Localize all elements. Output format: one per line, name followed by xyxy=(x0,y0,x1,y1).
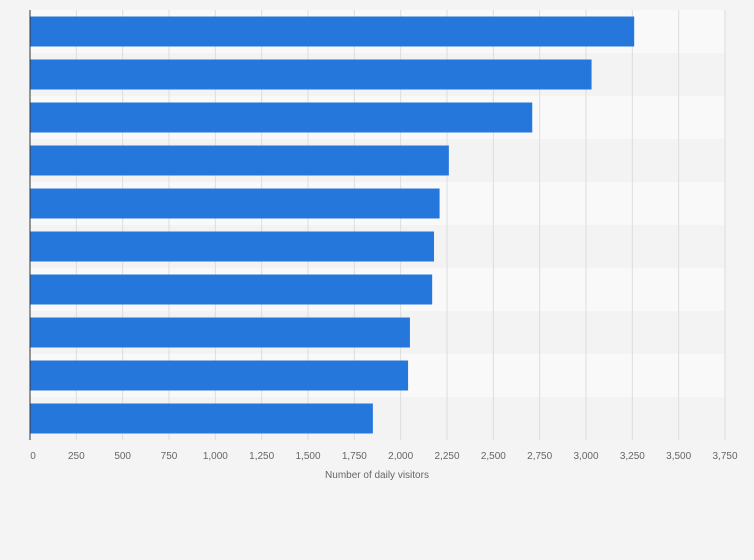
bar xyxy=(30,274,433,305)
x-tick-label: 1,250 xyxy=(249,451,274,462)
bar xyxy=(30,145,449,176)
x-tick-label: 1,500 xyxy=(295,451,320,462)
bars xyxy=(30,16,635,434)
x-tick-label: 3,500 xyxy=(666,451,691,462)
bar xyxy=(30,231,435,262)
x-tick-label: 250 xyxy=(68,451,85,462)
bar xyxy=(30,317,410,348)
x-tick-label: 750 xyxy=(161,451,178,462)
bar xyxy=(30,188,440,219)
x-axis-title: Number of daily visitors xyxy=(325,470,429,481)
x-tick-label: 1,750 xyxy=(342,451,367,462)
bar xyxy=(30,16,635,47)
x-tick-label: 2,500 xyxy=(481,451,506,462)
x-tick-label: 1,000 xyxy=(203,451,228,462)
x-tick-label: 0 xyxy=(30,451,36,462)
bar xyxy=(30,360,409,391)
bar xyxy=(30,59,592,90)
x-axis-ticks: 0 250 500 750 1,000 1,250 1,500 1,750 2,000 2,250… xyxy=(30,451,738,462)
x-tick-label: 3,750 xyxy=(712,451,737,462)
x-tick-label: 3,000 xyxy=(573,451,598,462)
bar xyxy=(30,102,533,133)
x-tick-label: 2,000 xyxy=(388,451,413,462)
x-tick-label: 2,750 xyxy=(527,451,552,462)
x-tick-label: 2,250 xyxy=(434,451,459,462)
x-tick-label: 500 xyxy=(114,451,131,462)
bar xyxy=(30,403,373,434)
x-tick-label: 3,250 xyxy=(620,451,645,462)
